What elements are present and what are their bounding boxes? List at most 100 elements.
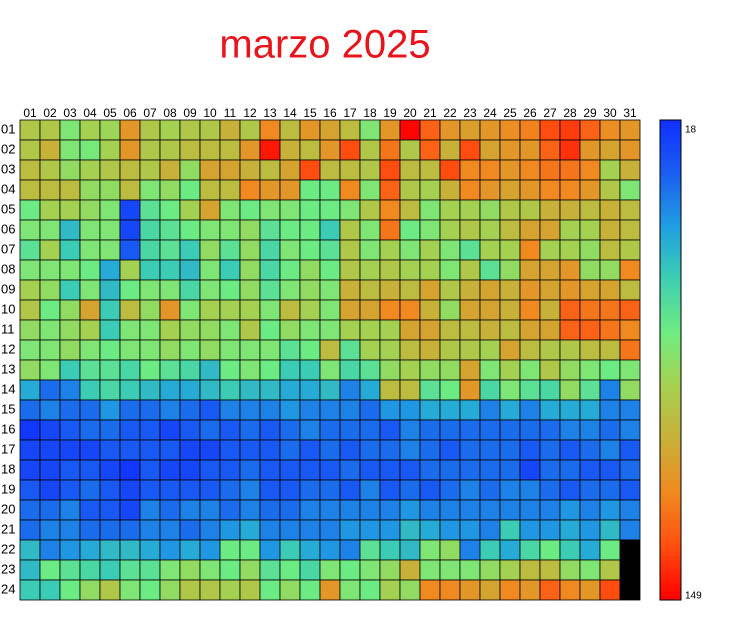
heat-cell <box>139 519 161 541</box>
heat-cell <box>299 179 321 201</box>
heat-cell <box>179 419 201 441</box>
heat-cell <box>199 139 221 161</box>
heat-cell <box>19 399 41 421</box>
heat-cell <box>279 199 301 221</box>
heat-cell <box>299 399 321 421</box>
heat-cell <box>279 399 301 421</box>
heat-cell <box>379 159 401 181</box>
y-tick-label: 17 <box>1 441 15 456</box>
heat-cell <box>299 379 321 401</box>
heat-cell <box>579 259 601 281</box>
heat-cell <box>359 119 381 141</box>
y-tick-label: 01 <box>1 121 15 136</box>
colorbar-band <box>660 308 681 313</box>
colorbar-band <box>660 332 681 337</box>
heat-cell <box>59 299 81 321</box>
heat-cell <box>599 179 621 201</box>
heat-cell <box>199 159 221 181</box>
heat-cell <box>419 379 441 401</box>
colorbar-band <box>660 360 681 365</box>
heat-cell <box>279 179 301 201</box>
heat-cell <box>619 319 641 341</box>
colorbar-band <box>660 140 681 145</box>
heat-cell <box>159 219 181 241</box>
colorbar-band <box>660 552 681 557</box>
heat-cell <box>599 199 621 221</box>
heat-cell <box>219 279 241 301</box>
heat-cell <box>99 279 121 301</box>
heat-cell <box>279 519 301 541</box>
heat-cell <box>479 219 501 241</box>
x-tick-label: 21 <box>423 106 437 120</box>
colorbar-band <box>660 568 681 573</box>
heat-cell <box>99 539 121 561</box>
heat-cell <box>259 579 281 601</box>
heat-cell <box>279 119 301 141</box>
heat-cell <box>459 399 481 421</box>
colorbar-band <box>660 564 681 569</box>
heat-cell <box>339 299 361 321</box>
heat-cell <box>379 399 401 421</box>
heat-cell <box>399 239 421 261</box>
heat-cell <box>499 519 521 541</box>
colorbar-frame <box>659 119 682 601</box>
heat-cell <box>39 139 61 161</box>
heat-cell <box>39 199 61 221</box>
heat-cell <box>279 219 301 241</box>
y-tick-label: 12 <box>1 341 15 356</box>
heat-cell <box>559 379 581 401</box>
colorbar-band <box>660 184 681 189</box>
heat-cell <box>459 519 481 541</box>
heat-cell <box>459 339 481 361</box>
heat-cell <box>379 199 401 221</box>
colorbar-band <box>660 260 681 265</box>
heat-cell <box>599 339 621 361</box>
heat-cell <box>459 499 481 521</box>
colorbar-band <box>660 172 681 177</box>
heat-cell <box>319 479 341 501</box>
heat-cell <box>39 439 61 461</box>
colorbar-band <box>660 256 681 261</box>
x-tick-label: 26 <box>523 106 537 120</box>
colorbar-band <box>660 328 681 333</box>
colorbar-band <box>660 512 681 517</box>
heat-cell <box>419 459 441 481</box>
heat-cell <box>159 279 181 301</box>
heat-cell <box>439 359 461 381</box>
heat-cell <box>539 179 561 201</box>
heat-cell <box>539 519 561 541</box>
heat-cell <box>219 499 241 521</box>
heat-cell <box>599 359 621 381</box>
y-tick-label: 18 <box>1 461 15 476</box>
colorbar-band <box>660 596 681 601</box>
heat-cell <box>199 339 221 361</box>
heat-cell <box>319 359 341 381</box>
heat-cell <box>619 419 641 441</box>
heat-cell <box>579 579 601 601</box>
heat-cell <box>79 579 101 601</box>
heat-cell <box>299 319 321 341</box>
x-tick-label: 05 <box>103 106 117 120</box>
heat-cell <box>19 519 41 541</box>
heat-cell <box>579 139 601 161</box>
heat-cell <box>219 299 241 321</box>
colorbar-band <box>660 440 681 445</box>
heat-cell <box>19 379 41 401</box>
heat-cell <box>39 219 61 241</box>
heat-cell <box>19 319 41 341</box>
heat-cell <box>59 539 81 561</box>
heat-cell <box>59 159 81 181</box>
heat-cell <box>359 379 381 401</box>
heat-cell <box>399 199 421 221</box>
heat-cell <box>279 319 301 341</box>
heat-cell <box>619 179 641 201</box>
heat-cell <box>199 459 221 481</box>
heat-cell <box>299 499 321 521</box>
colorbar-band <box>660 324 681 329</box>
heat-cell <box>79 399 101 421</box>
heat-cell <box>79 119 101 141</box>
heat-cell <box>419 519 441 541</box>
heat-cell <box>579 319 601 341</box>
heat-cell <box>379 499 401 521</box>
